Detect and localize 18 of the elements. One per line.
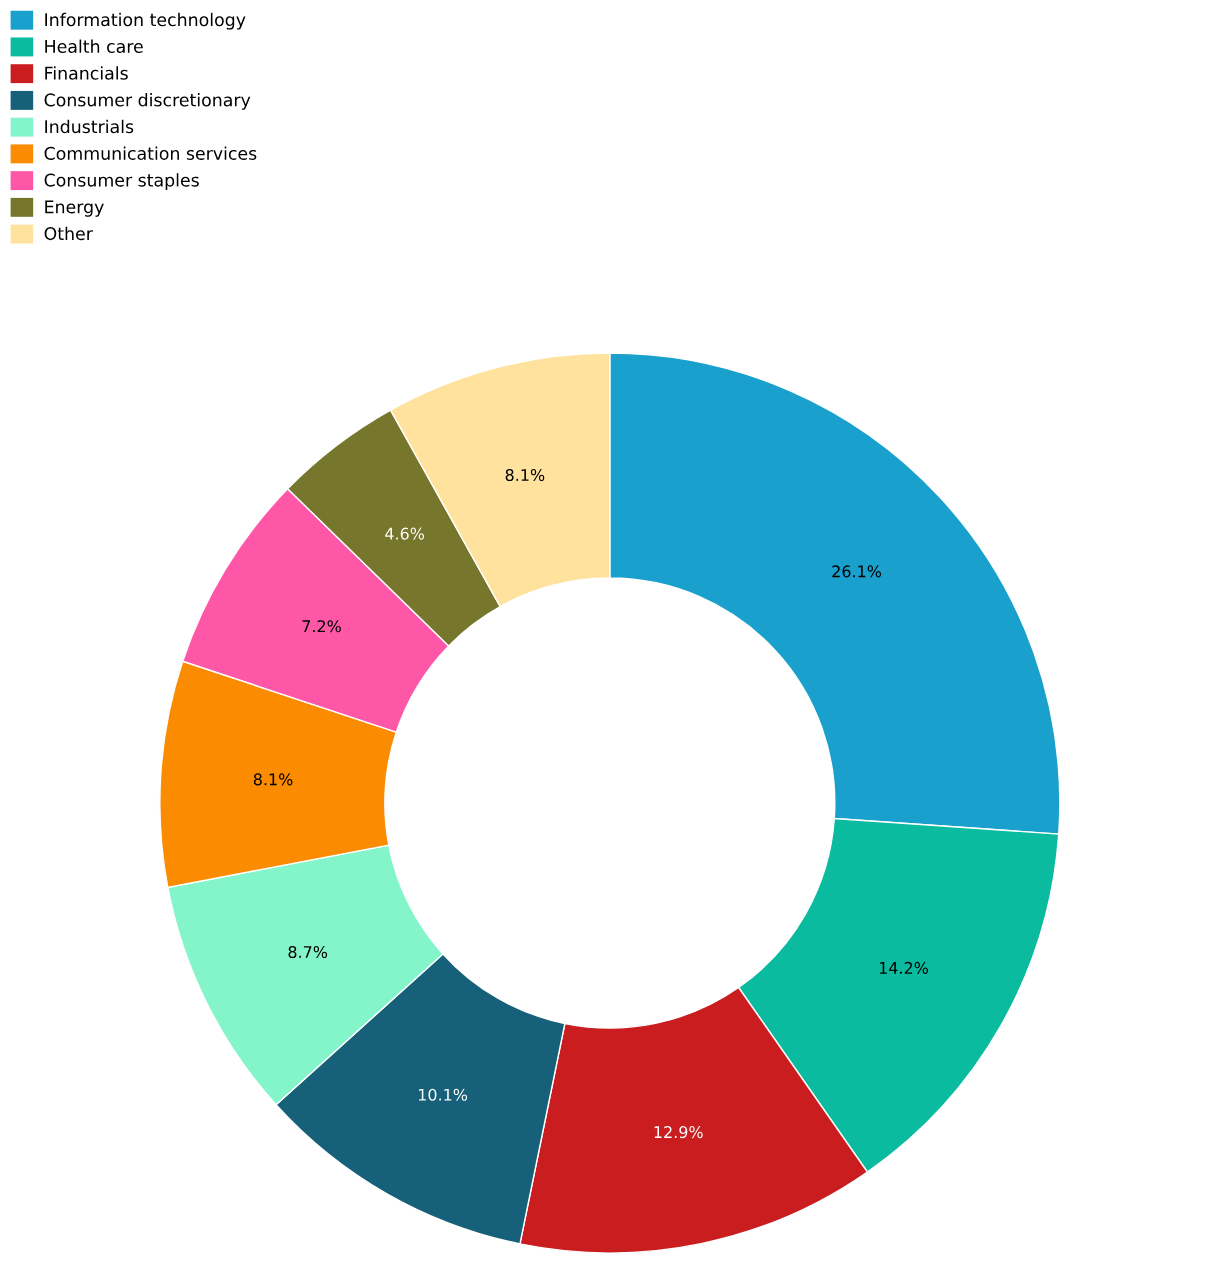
legend-label: Consumer staples <box>44 173 199 191</box>
legend-label: Financials <box>45 66 128 80</box>
legend-label: Energy <box>45 200 104 217</box>
legend-label: Communication services <box>44 146 257 160</box>
legend-label: Other <box>44 226 93 241</box>
data-label: 12.9% <box>654 1126 703 1139</box>
data-label: 4.6% <box>385 527 425 540</box>
data-label: 26.1% <box>832 565 882 578</box>
data-label: 8.7% <box>288 945 328 959</box>
data-label: 8.1% <box>505 468 545 482</box>
legend-label: Health care <box>45 39 143 53</box>
data-label: 10.1% <box>418 1088 468 1101</box>
legend-label: Consumer discretionary <box>44 93 251 110</box>
data-label: 8.1% <box>253 773 293 786</box>
legend-label: Information technology <box>45 12 246 30</box>
legend-label: Industrials <box>45 119 134 134</box>
data-label: 7.2% <box>302 620 341 633</box>
data-label: 14.2% <box>879 961 928 974</box>
